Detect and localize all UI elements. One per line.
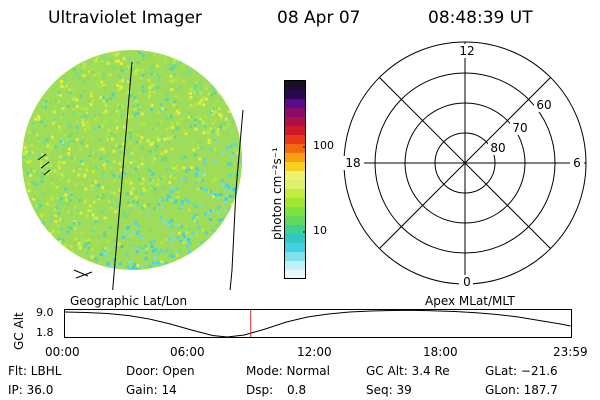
mlt-label-0: 0 — [463, 275, 471, 289]
mlt-label-6: 6 — [573, 156, 581, 170]
glon-info: GLon: 187.7 — [485, 383, 558, 397]
mlat-label-60: 60 — [536, 98, 551, 112]
colorbar-tick-100: 100 — [313, 139, 334, 152]
glat-info: GLat: −21.6 — [485, 364, 558, 378]
emission-speckles — [22, 51, 242, 270]
polar-diagonal-2 — [379, 77, 551, 249]
colorbar-tick-10: 10 — [313, 224, 327, 237]
earth-disk — [22, 50, 242, 270]
geographic-label: Geographic Lat/Lon — [70, 294, 188, 308]
coastline-marks-lower — [73, 269, 93, 279]
altitude-plot — [64, 309, 572, 338]
date-label: 08 Apr 07 — [277, 8, 361, 28]
seq-info: Seq: 39 — [366, 383, 412, 397]
time-tick-0600: 06:00 — [170, 345, 205, 359]
mlat-label-70: 70 — [512, 121, 527, 135]
colorbar-segment — [285, 225, 306, 235]
altitude-tick-low: 1.8 — [36, 326, 54, 339]
ip-info: IP: 36.0 — [8, 383, 54, 397]
colorbar-segment — [285, 135, 306, 145]
colorbar-segment — [285, 234, 306, 244]
time-tick-0000: 00:00 — [45, 345, 80, 359]
altitude-tick-high: 9.0 — [36, 306, 54, 319]
colorbar-segment — [285, 90, 306, 100]
colorbar-segment — [285, 261, 306, 271]
polar-plot: 12 0 18 6 60 70 80 — [342, 41, 587, 289]
coastline-marks — [37, 153, 51, 176]
dsp-value: 0.8 — [287, 383, 307, 397]
colorbar — [284, 80, 306, 280]
colorbar-segment — [285, 126, 306, 136]
colorbar-segment — [285, 198, 306, 208]
colorbar-segment — [285, 81, 306, 91]
mlt-label-18: 18 — [345, 156, 360, 170]
colorbar-segment — [285, 162, 306, 172]
colorbar-segment — [285, 117, 306, 127]
colorbar-unit: photon cm⁻²s⁻¹ — [270, 147, 284, 240]
filter-info: Flt: LBHL — [8, 364, 62, 378]
altitude-curve — [64, 309, 571, 338]
meridian-line — [112, 61, 133, 290]
dsp-label: Dsp: — [246, 383, 274, 397]
colorbar-segment — [285, 189, 306, 199]
colorbar-segment — [285, 243, 306, 253]
meridian-line-right — [229, 109, 244, 290]
altitude-plot-frame — [64, 309, 572, 338]
colorbar-segment — [285, 180, 306, 190]
instrument-title: Ultraviolet Imager — [48, 8, 202, 28]
gain-info: Gain: 14 — [126, 383, 177, 397]
colorbar-segment — [285, 207, 306, 217]
colorbar-segment — [285, 99, 306, 109]
apex-label: Apex MLat/MLT — [425, 294, 515, 308]
mlat-label-80: 80 — [490, 141, 505, 155]
time-tick-2359: 23:59 — [553, 345, 588, 359]
colorbar-segment — [285, 216, 306, 226]
gc-alt-info: GC Alt: 3.4 Re — [366, 364, 450, 378]
door-info: Door: Open — [126, 364, 195, 378]
colorbar-segment — [285, 153, 306, 163]
colorbar-segment — [285, 144, 306, 154]
time-tick-1200: 12:00 — [297, 345, 332, 359]
mlt-label-12: 12 — [459, 44, 474, 58]
colorbar-segment — [285, 171, 306, 181]
mode-info: Mode: Normal — [246, 364, 330, 378]
colorbar-segment — [285, 270, 306, 280]
time-label: 08:48:39 UT — [428, 8, 533, 28]
colorbar-segment — [285, 252, 306, 262]
uv-image-panel — [22, 50, 244, 290]
colorbar-segment — [285, 108, 306, 118]
time-tick-1800: 18:00 — [423, 345, 458, 359]
